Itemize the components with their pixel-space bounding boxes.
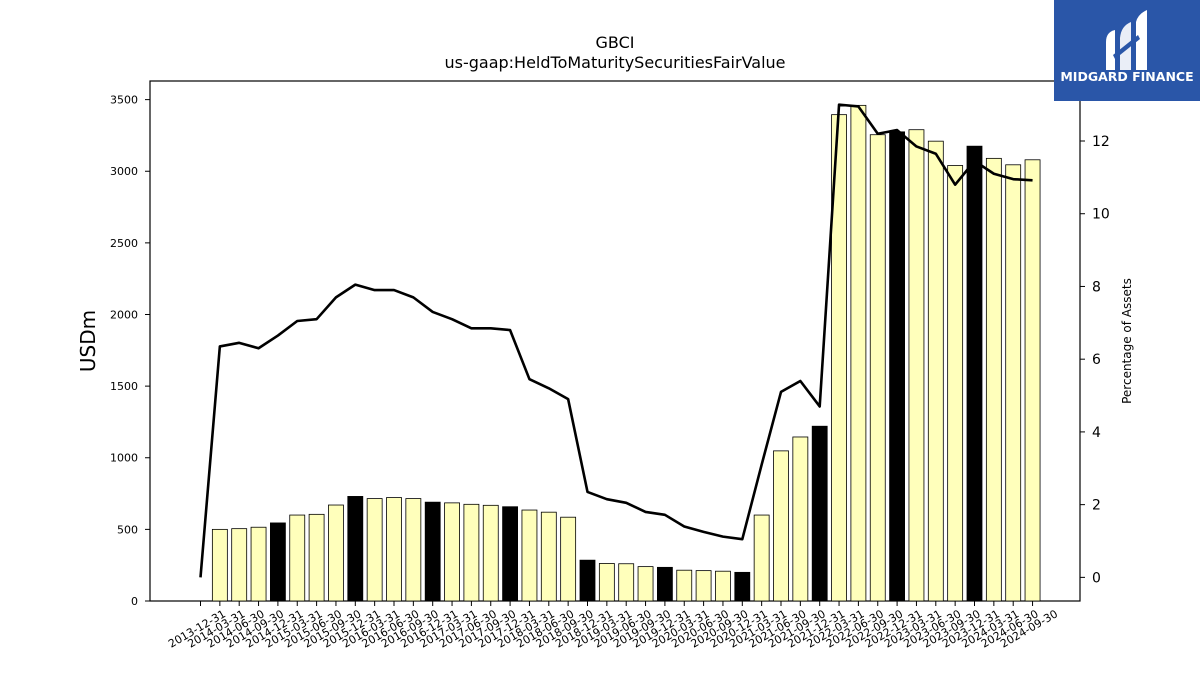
y2-tick-label: 2 (1092, 498, 1101, 514)
bar-2022-12-31 (889, 131, 905, 602)
y2-tick-label: 6 (1092, 352, 1101, 368)
bar-2017-09-30 (482, 504, 499, 602)
left-y-axis: 0 500 1000 1500 2000 2500 3000 3500 (110, 94, 150, 608)
bar-2015-09-30 (328, 504, 344, 602)
line-series (199, 103, 1033, 578)
bar-2019-12-31 (657, 566, 673, 602)
bar-2015-03-31 (289, 514, 306, 602)
bar-2021-06-30 (773, 450, 789, 602)
bar-2021-09-30 (792, 436, 809, 602)
bar-2021-12-31 (811, 425, 828, 602)
bar-2016-06-30 (386, 497, 402, 602)
chart-subtitle: us-gaap:HeldToMaturitySecuritiesFairValu… (444, 53, 785, 72)
bar-2019-09-30 (637, 566, 654, 602)
bar-2019-06-30 (618, 563, 635, 602)
y2-tick-label: 10 (1092, 207, 1110, 223)
brand-logo: MIDGARD FINANCE (1054, 0, 1200, 101)
bar-2017-12-31 (502, 506, 519, 602)
percentage-of-assets-line (199, 103, 1033, 578)
bar-series (211, 104, 1041, 602)
bar-2022-06-30 (850, 104, 867, 602)
bar-2016-03-31 (366, 498, 383, 602)
bar-2024-06-30 (1005, 164, 1022, 602)
logo-mark-icon (1106, 10, 1147, 70)
bar-2020-06-30 (695, 570, 712, 602)
bar-2024-03-31 (985, 157, 1002, 602)
y-tick-label: 0 (131, 595, 138, 608)
bar-2017-03-31 (444, 502, 460, 602)
y-tick-label: 2000 (110, 308, 138, 321)
plot-area-frame (149, 80, 1081, 602)
bar-2018-12-31 (579, 559, 596, 602)
y2-tick-label: 0 (1092, 570, 1101, 586)
bar-2015-12-31 (347, 496, 364, 602)
y-tick-label: 3000 (110, 165, 138, 178)
bar-2018-06-30 (540, 511, 557, 602)
bar-2019-03-31 (598, 563, 615, 602)
bar-2024-09-30 (1024, 159, 1041, 602)
bar-2017-06-30 (463, 503, 480, 602)
bar-2016-09-30 (405, 498, 422, 602)
bar-2020-09-30 (715, 570, 731, 602)
bar-2014-12-31 (269, 522, 286, 602)
bar-2023-03-31 (908, 129, 925, 602)
bar-2023-06-30 (927, 140, 944, 602)
bar-2014-06-30 (231, 528, 248, 602)
logo-text: MIDGARD FINANCE (1060, 69, 1193, 84)
y-tick-label: 3500 (110, 94, 138, 107)
bar-2018-03-31 (521, 509, 538, 602)
bar-2015-06-30 (308, 513, 325, 602)
bar-2016-12-31 (424, 501, 441, 602)
bar-2014-09-30 (250, 526, 267, 602)
bar-2023-12-31 (966, 145, 983, 602)
bar-2014-03-31 (211, 528, 228, 602)
bar-2018-09-30 (560, 516, 577, 602)
y-tick-label: 500 (117, 523, 138, 536)
y-tick-label: 1500 (110, 380, 138, 393)
y-tick-label: 2500 (110, 237, 138, 250)
y2-tick-label: 12 (1092, 134, 1110, 150)
y2-axis-label: Percentage of Assets (1120, 278, 1134, 404)
right-y-axis: 0 2 4 6 8 10 12 (1080, 134, 1110, 586)
bar-2020-03-31 (676, 569, 693, 602)
y-tick-label: 1000 (110, 452, 138, 465)
y2-tick-label: 8 (1092, 279, 1101, 295)
x-axis: 2013-12-312014-03-312014-06-302014-09-30… (166, 601, 1060, 651)
y2-tick-label: 4 (1092, 425, 1101, 441)
bar-2020-12-31 (734, 571, 751, 602)
bar-2022-09-30 (869, 134, 886, 602)
y-axis-label: USDm (76, 310, 100, 372)
bar-2023-09-30 (947, 165, 964, 602)
bar-2021-03-31 (753, 514, 770, 602)
chart-title: GBCI (596, 33, 635, 52)
